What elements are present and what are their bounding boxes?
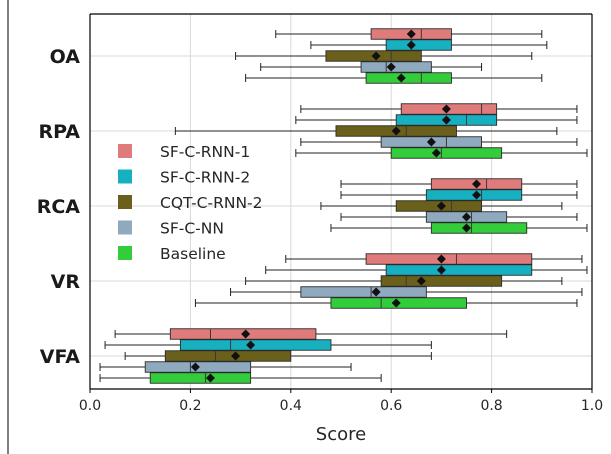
mean-marker — [426, 137, 436, 147]
box-vr-sf-c-rnn-2 — [265, 264, 588, 276]
mean-marker — [371, 51, 381, 61]
legend-label: SF-C-RNN-1 — [160, 143, 250, 161]
x-axis-ticks: 0.0 0.2 0.4 0.6 0.8 1.0 — [79, 389, 603, 414]
box-oa-sf-c-nn — [260, 61, 483, 73]
plot-frame — [7, 0, 593, 454]
box-vfa-cqt-c-rnn-2 — [124, 350, 432, 362]
y-tick-label: RPA — [38, 121, 80, 143]
box-iqr — [385, 264, 533, 276]
mean-marker — [246, 340, 256, 350]
box-vfa-sf-c-rnn-2 — [104, 339, 432, 351]
y-tick-label: OA — [50, 46, 81, 68]
mean-marker — [462, 223, 471, 233]
box-iqr — [365, 253, 533, 265]
x-tick-label: 0.0 — [79, 398, 101, 414]
box-iqr — [380, 275, 503, 287]
box-vfa-sf-c-nn — [99, 361, 352, 373]
mean-marker — [472, 190, 482, 200]
y-tick-label: VFA — [40, 346, 81, 368]
legend-label: Baseline — [160, 245, 226, 263]
mean-marker — [205, 373, 215, 383]
x-axis-label: Score — [316, 424, 366, 445]
y-axis-ticks: OA RPA RCA VR VFA — [37, 46, 81, 368]
box-iqr — [365, 72, 452, 84]
legend-swatch — [118, 144, 132, 158]
box-oa-sf-c-rnn-2 — [310, 39, 548, 51]
box-iqr — [179, 339, 332, 351]
box-rpa-cqt-c-rnn-2 — [174, 125, 558, 137]
x-tick-label: 1.0 — [581, 398, 603, 414]
mean-marker — [441, 115, 451, 125]
box-vfa-sf-c-rnn-1 — [114, 328, 508, 340]
box-rca-sf-c-rnn-2 — [340, 189, 578, 201]
legend-label: SF-C-RNN-2 — [160, 169, 250, 187]
mean-marker — [391, 298, 401, 308]
legend-label: SF-C-NN — [160, 220, 224, 238]
mean-marker — [431, 148, 441, 158]
mean-marker — [371, 287, 381, 297]
mean-marker — [396, 73, 406, 83]
mean-marker — [190, 362, 200, 372]
box-iqr — [360, 61, 432, 73]
legend: SF-C-RNN-1 SF-C-RNN-2 CQT-C-RNN-2 SF-C-NN Ba… — [118, 143, 263, 263]
box-rca-sf-c-nn — [340, 211, 578, 223]
box-rpa-baseline — [295, 147, 588, 159]
legend-swatch — [118, 220, 132, 235]
box-oa-baseline — [245, 72, 543, 84]
box-plot-marks — [99, 28, 588, 384]
box-rpa-sf-c-nn — [300, 136, 578, 148]
y-tick-label: RCA — [37, 196, 81, 218]
legend-swatch — [118, 246, 132, 260]
mean-marker — [436, 201, 446, 211]
box-rca-cqt-c-rnn-2 — [320, 200, 563, 212]
legend-swatch — [118, 195, 132, 209]
mean-marker — [436, 265, 446, 275]
mean-marker — [436, 254, 446, 264]
mean-marker — [406, 29, 416, 39]
mean-marker — [462, 212, 471, 222]
mean-marker — [391, 126, 401, 136]
box-vfa-baseline — [99, 372, 382, 384]
box-iqr — [164, 350, 292, 362]
box-rca-baseline — [330, 222, 588, 234]
mean-marker — [472, 179, 482, 189]
box-iqr — [390, 147, 503, 159]
mean-marker — [406, 40, 416, 50]
legend-label: CQT-C-RNN-2 — [160, 194, 263, 212]
box-iqr — [430, 222, 528, 234]
mean-marker — [241, 329, 251, 339]
mean-marker — [386, 62, 396, 72]
x-tick-label: 0.2 — [179, 398, 201, 414]
box-oa-cqt-c-rnn-2 — [235, 50, 533, 62]
x-tick-label: 0.6 — [380, 398, 402, 414]
mean-marker — [441, 104, 451, 114]
box-iqr — [385, 39, 452, 51]
box-vr-baseline — [194, 297, 578, 309]
box-iqr — [149, 372, 252, 384]
legend-swatch — [118, 169, 132, 184]
box-vr-sf-c-rnn-1 — [285, 253, 583, 265]
box-rpa-sf-c-rnn-2 — [295, 114, 578, 126]
x-tick-label: 0.4 — [280, 398, 302, 414]
box-vr-cqt-c-rnn-2 — [245, 275, 563, 287]
box-iqr — [300, 286, 427, 298]
box-vr-sf-c-nn — [230, 286, 583, 298]
x-tick-label: 0.8 — [480, 398, 502, 414]
box-oa-sf-c-rnn-1 — [275, 28, 543, 40]
mean-marker — [231, 351, 241, 361]
y-tick-label: VR — [51, 271, 81, 293]
mean-marker — [416, 276, 426, 286]
box-rca-sf-c-rnn-1 — [340, 178, 578, 190]
box-rpa-sf-c-rnn-1 — [300, 103, 578, 115]
